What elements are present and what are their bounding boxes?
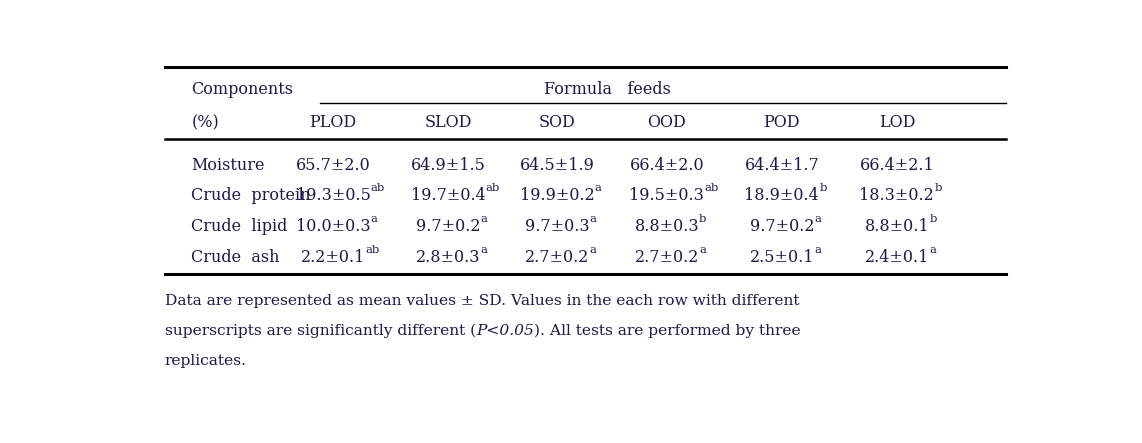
- Text: Components: Components: [192, 81, 293, 98]
- Text: 2.5±0.1: 2.5±0.1: [749, 249, 814, 266]
- Text: b: b: [699, 214, 707, 224]
- Text: ab: ab: [370, 183, 385, 193]
- Text: 2.7±0.2: 2.7±0.2: [525, 249, 589, 266]
- Text: Formula   feeds: Formula feeds: [544, 81, 670, 98]
- Text: LOD: LOD: [878, 114, 915, 131]
- Text: superscripts are significantly different (: superscripts are significantly different…: [164, 324, 476, 338]
- Text: SLOD: SLOD: [425, 114, 472, 131]
- Text: OOD: OOD: [648, 114, 686, 131]
- Text: P<0.05: P<0.05: [476, 324, 533, 338]
- Text: 18.3±0.2: 18.3±0.2: [860, 187, 934, 204]
- Text: 19.9±0.2: 19.9±0.2: [520, 187, 594, 204]
- Text: 64.9±1.5: 64.9±1.5: [411, 156, 485, 174]
- Text: Data are represented as mean values ± SD. Values in the each row with different: Data are represented as mean values ± SD…: [164, 295, 799, 308]
- Text: a: a: [594, 183, 601, 193]
- Text: 10.0±0.3: 10.0±0.3: [296, 218, 370, 235]
- Text: ab: ab: [705, 183, 718, 193]
- Text: POD: POD: [764, 114, 801, 131]
- Text: ). All tests are performed by three: ). All tests are performed by three: [533, 324, 801, 338]
- Text: 66.4±2.0: 66.4±2.0: [629, 156, 703, 174]
- Text: 19.5±0.3: 19.5±0.3: [629, 187, 705, 204]
- Text: 8.8±0.3: 8.8±0.3: [635, 218, 699, 235]
- Text: (%): (%): [192, 114, 219, 131]
- Text: 9.7±0.3: 9.7±0.3: [524, 218, 589, 235]
- Text: b: b: [819, 183, 827, 193]
- Text: 18.9±0.4: 18.9±0.4: [745, 187, 819, 204]
- Text: a: a: [814, 245, 821, 255]
- Text: 2.2±0.1: 2.2±0.1: [300, 249, 365, 266]
- Text: 2.4±0.1: 2.4±0.1: [864, 249, 928, 266]
- Text: a: a: [699, 245, 706, 255]
- Text: Moisture: Moisture: [192, 156, 265, 174]
- Text: a: a: [589, 245, 596, 255]
- Text: 64.5±1.9: 64.5±1.9: [520, 156, 594, 174]
- Text: ab: ab: [365, 245, 379, 255]
- Text: SOD: SOD: [539, 114, 576, 131]
- Text: a: a: [481, 214, 488, 224]
- Text: a: a: [928, 245, 936, 255]
- Text: 8.8±0.1: 8.8±0.1: [864, 218, 930, 235]
- Text: PLOD: PLOD: [309, 114, 356, 131]
- Text: replicates.: replicates.: [164, 354, 247, 368]
- Text: 19.7±0.4: 19.7±0.4: [411, 187, 485, 204]
- Text: 9.7±0.2: 9.7±0.2: [749, 218, 814, 235]
- Text: 19.3±0.5: 19.3±0.5: [296, 187, 370, 204]
- Text: a: a: [481, 245, 488, 255]
- Text: 66.4±2.1: 66.4±2.1: [860, 156, 934, 174]
- Text: ab: ab: [485, 183, 500, 193]
- Text: 64.4±1.7: 64.4±1.7: [745, 156, 819, 174]
- Text: b: b: [934, 183, 941, 193]
- Text: 2.8±0.3: 2.8±0.3: [416, 249, 481, 266]
- Text: b: b: [930, 214, 936, 224]
- Text: 65.7±2.0: 65.7±2.0: [296, 156, 370, 174]
- Text: 2.7±0.2: 2.7±0.2: [635, 249, 699, 266]
- Text: Crude  ash: Crude ash: [192, 249, 280, 266]
- Text: a: a: [814, 214, 821, 224]
- Text: 9.7±0.2: 9.7±0.2: [416, 218, 481, 235]
- Text: Crude  protein: Crude protein: [192, 187, 311, 204]
- Text: a: a: [589, 214, 596, 224]
- Text: Crude  lipid: Crude lipid: [192, 218, 288, 235]
- Text: a: a: [370, 214, 377, 224]
